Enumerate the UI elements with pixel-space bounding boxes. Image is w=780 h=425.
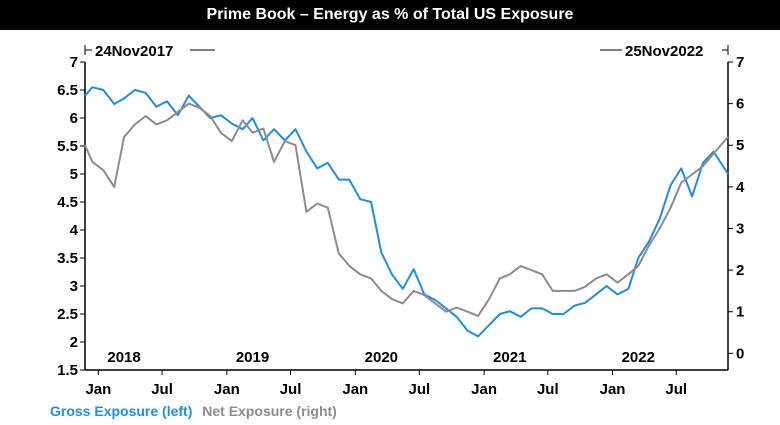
chart-title: Prime Book – Energy as % of Total US Exp… [206, 6, 574, 23]
date-start-label: 24Nov2017 [95, 43, 173, 60]
left-tick-label: 4 [70, 222, 79, 239]
net-exposure-line [84, 102, 729, 317]
x-tick-label: Jul [665, 381, 687, 398]
legend-net-exposure: Net Exposure (right) [202, 403, 337, 419]
chart-area: 24Nov2017 25Nov2022 1.5 2 2.5 3 3.5 4 4.5 5 5.5 6 6.… [57, 41, 745, 398]
x-tick-label: Jan [600, 381, 626, 398]
right-tick-label: 1 [736, 304, 744, 321]
legend: Gross Exposure (left) Net Exposure (righ… [50, 403, 343, 419]
left-tick-label: 7 [70, 54, 78, 71]
left-tick-label: 1.5 [57, 362, 78, 379]
right-tick-label: 5 [736, 137, 744, 154]
date-end-bg [622, 41, 722, 59]
x-tick-label: Jan [342, 381, 368, 398]
year-label: 2019 [236, 349, 269, 366]
x-tick-label: Jan [471, 381, 497, 398]
x-tick-label: Jul [280, 381, 302, 398]
left-tick-label: 5.5 [57, 138, 78, 155]
x-tick-label: Jul [151, 381, 173, 398]
right-tick-label: 4 [736, 179, 745, 196]
left-tick-label: 3 [70, 278, 78, 295]
left-tick-label: 2.5 [57, 306, 78, 323]
x-tick-label: Jul [537, 381, 559, 398]
legend-gross-exposure: Gross Exposure (left) [50, 403, 193, 419]
left-tick-label: 2 [70, 334, 78, 351]
right-tick-label: 2 [736, 262, 744, 279]
year-label: 2020 [365, 349, 398, 366]
x-tick-label: Jan [85, 381, 111, 398]
right-tick-label: 7 [736, 54, 744, 71]
left-tick-label: 6.5 [57, 82, 78, 99]
right-tick-label: 6 [736, 96, 744, 113]
left-tick-label: 5 [70, 166, 78, 183]
year-label: 2018 [107, 349, 140, 366]
title-bar [0, 0, 780, 30]
right-tick-label: 3 [736, 220, 744, 237]
year-label: 2022 [622, 349, 655, 366]
gross-exposure-line [84, 86, 729, 338]
year-label: 2021 [493, 349, 526, 366]
x-tick-label: Jul [409, 381, 431, 398]
left-tick-label: 4.5 [57, 194, 78, 211]
right-tick-label: 0 [736, 345, 744, 362]
date-start-bg [92, 41, 190, 59]
date-end-label: 25Nov2022 [625, 43, 703, 60]
x-tick-label: Jan [214, 381, 240, 398]
left-tick-label: 3.5 [57, 250, 78, 267]
left-tick-label: 6 [70, 110, 78, 127]
